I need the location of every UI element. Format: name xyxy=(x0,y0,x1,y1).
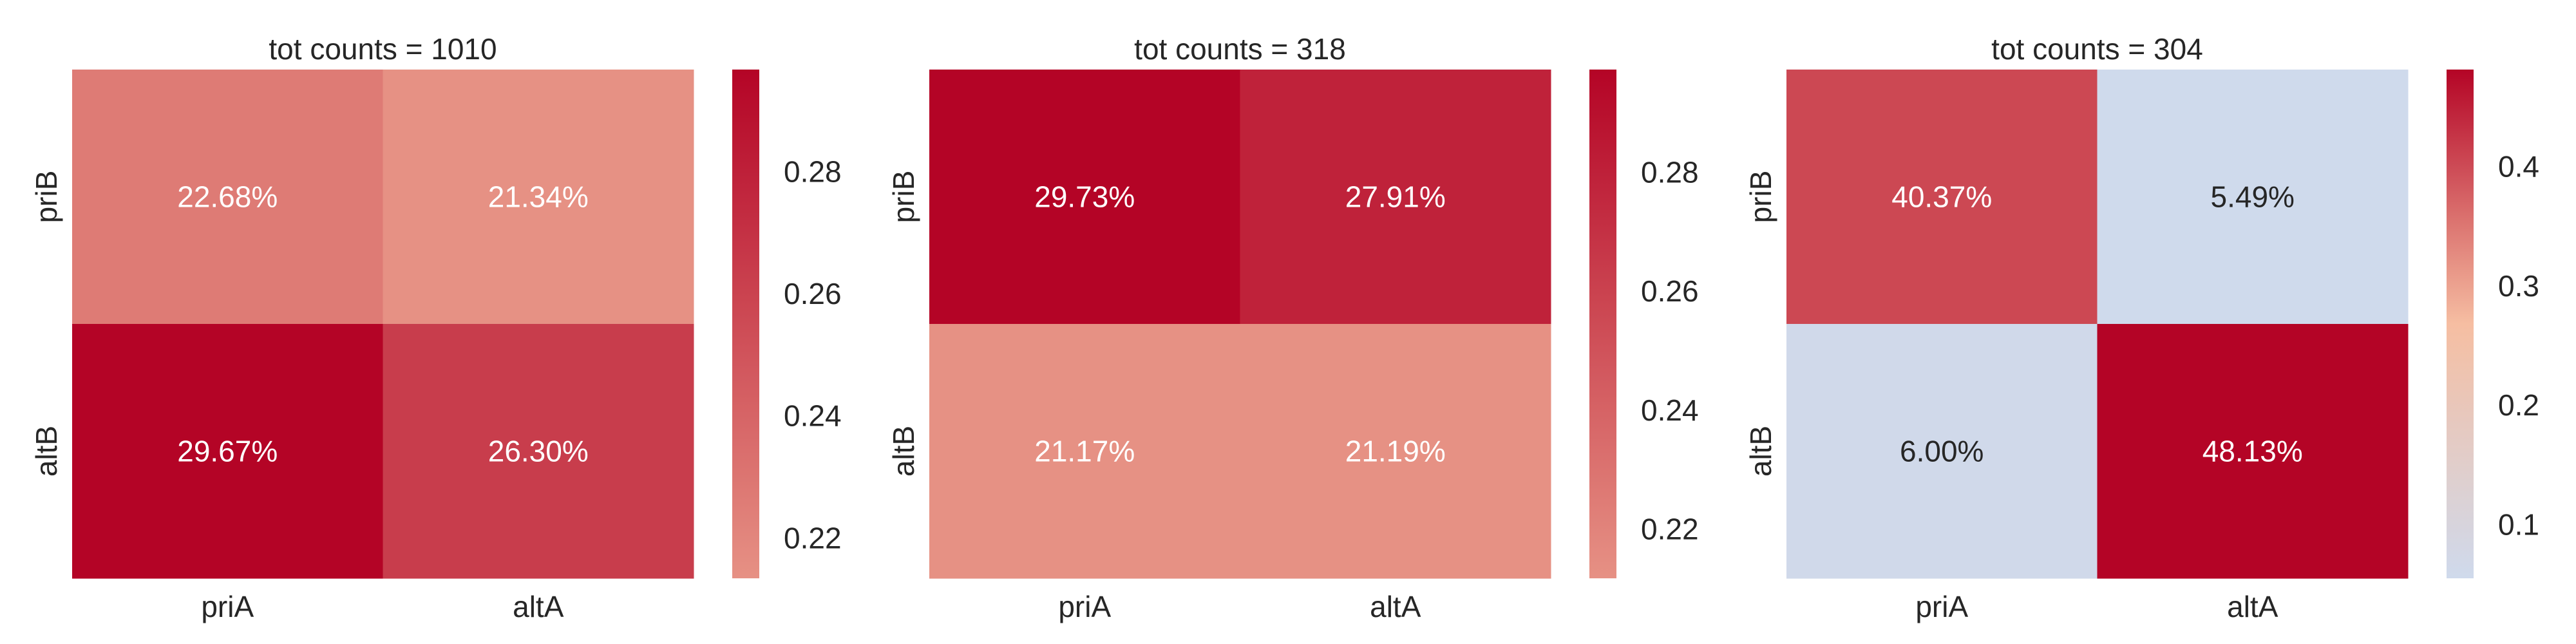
colorbar-tick-label: 0.22 xyxy=(1641,512,1699,545)
cell-label: 27.91% xyxy=(1345,180,1446,214)
colorbar-tick-label: 0.3 xyxy=(2498,269,2539,303)
heatmap-cell-prib-pria xyxy=(929,70,1240,325)
heatmap-cell-altb-alta xyxy=(383,324,694,579)
chart-title: tot counts = 318 xyxy=(1134,32,1346,66)
heatmap-cell-altb-pria xyxy=(929,324,1240,579)
heatmap-cell-prib-pria xyxy=(72,70,383,325)
heatmap-cell-prib-alta xyxy=(383,70,694,325)
heatmap-cell-prib-alta xyxy=(1240,70,1551,325)
heatmap-cell-altb-pria xyxy=(1786,324,2098,579)
heatmap-panel-2: 29.73% 27.91% 21.17% 21.19% tot counts = 318… xyxy=(887,32,1699,623)
chart-title: tot counts = 1010 xyxy=(269,32,497,66)
heatmap-cell-altb-alta xyxy=(1240,324,1551,579)
colorbar-tick-label: 0.2 xyxy=(2498,388,2539,422)
heatmap-cell-altb-pria xyxy=(72,324,383,579)
y-tick-label-prib: priB xyxy=(1744,171,1777,223)
cell-label: 21.34% xyxy=(488,180,589,214)
colorbar-tick-label: 0.1 xyxy=(2498,507,2539,541)
cell-label: 5.49% xyxy=(2211,180,2295,214)
cell-label: 21.17% xyxy=(1034,435,1135,468)
colorbar-tick-label: 0.24 xyxy=(784,399,842,433)
cell-label: 6.00% xyxy=(1900,435,1984,468)
colorbar-tick-label: 0.22 xyxy=(784,521,842,554)
x-tick-label-pria: priA xyxy=(1058,590,1111,623)
colorbar-tick-label: 0.26 xyxy=(784,277,842,310)
heatmap-panel-3: 40.37% 5.49% 6.00% 48.13% tot counts = 304 pr… xyxy=(1744,32,2539,623)
heatmap-panel-1: 22.68% 21.34% 29.67% 26.30% tot counts = 101… xyxy=(30,32,842,623)
cell-label: 48.13% xyxy=(2202,435,2303,468)
x-tick-label-pria: priA xyxy=(1915,590,1968,623)
y-tick-label-prib: priB xyxy=(887,171,920,223)
colorbar-tick-label: 0.28 xyxy=(784,155,842,188)
x-tick-label-alta: altA xyxy=(2227,590,2278,623)
cell-label: 22.68% xyxy=(177,180,278,214)
x-tick-label-alta: altA xyxy=(1370,590,1421,623)
y-tick-label-altb: altB xyxy=(1744,426,1777,477)
colorbar-tick-label: 0.4 xyxy=(2498,150,2539,184)
cell-label: 29.67% xyxy=(177,435,278,468)
colorbar-tick-label: 0.28 xyxy=(1641,156,1699,189)
colorbar-tick-label: 0.26 xyxy=(1641,274,1699,308)
colorbar xyxy=(1589,70,1616,578)
x-tick-label-pria: priA xyxy=(201,590,254,623)
colorbar xyxy=(732,70,759,578)
chart-title: tot counts = 304 xyxy=(1991,32,2203,66)
x-tick-label-alta: altA xyxy=(513,590,564,623)
cell-label: 21.19% xyxy=(1345,435,1446,468)
cell-label: 29.73% xyxy=(1034,180,1135,214)
heatmap-cell-prib-pria xyxy=(1786,70,2098,325)
cell-label: 26.30% xyxy=(488,435,589,468)
cell-label: 40.37% xyxy=(1891,180,1992,214)
colorbar xyxy=(2447,70,2474,578)
y-tick-label-prib: priB xyxy=(30,171,63,223)
colorbar-tick-label: 0.24 xyxy=(1641,393,1699,427)
y-tick-label-altb: altB xyxy=(30,426,63,477)
heatmap-cell-altb-alta xyxy=(2097,324,2409,579)
heatmap-cell-prib-alta xyxy=(2097,70,2409,325)
y-tick-label-altb: altB xyxy=(887,426,920,477)
